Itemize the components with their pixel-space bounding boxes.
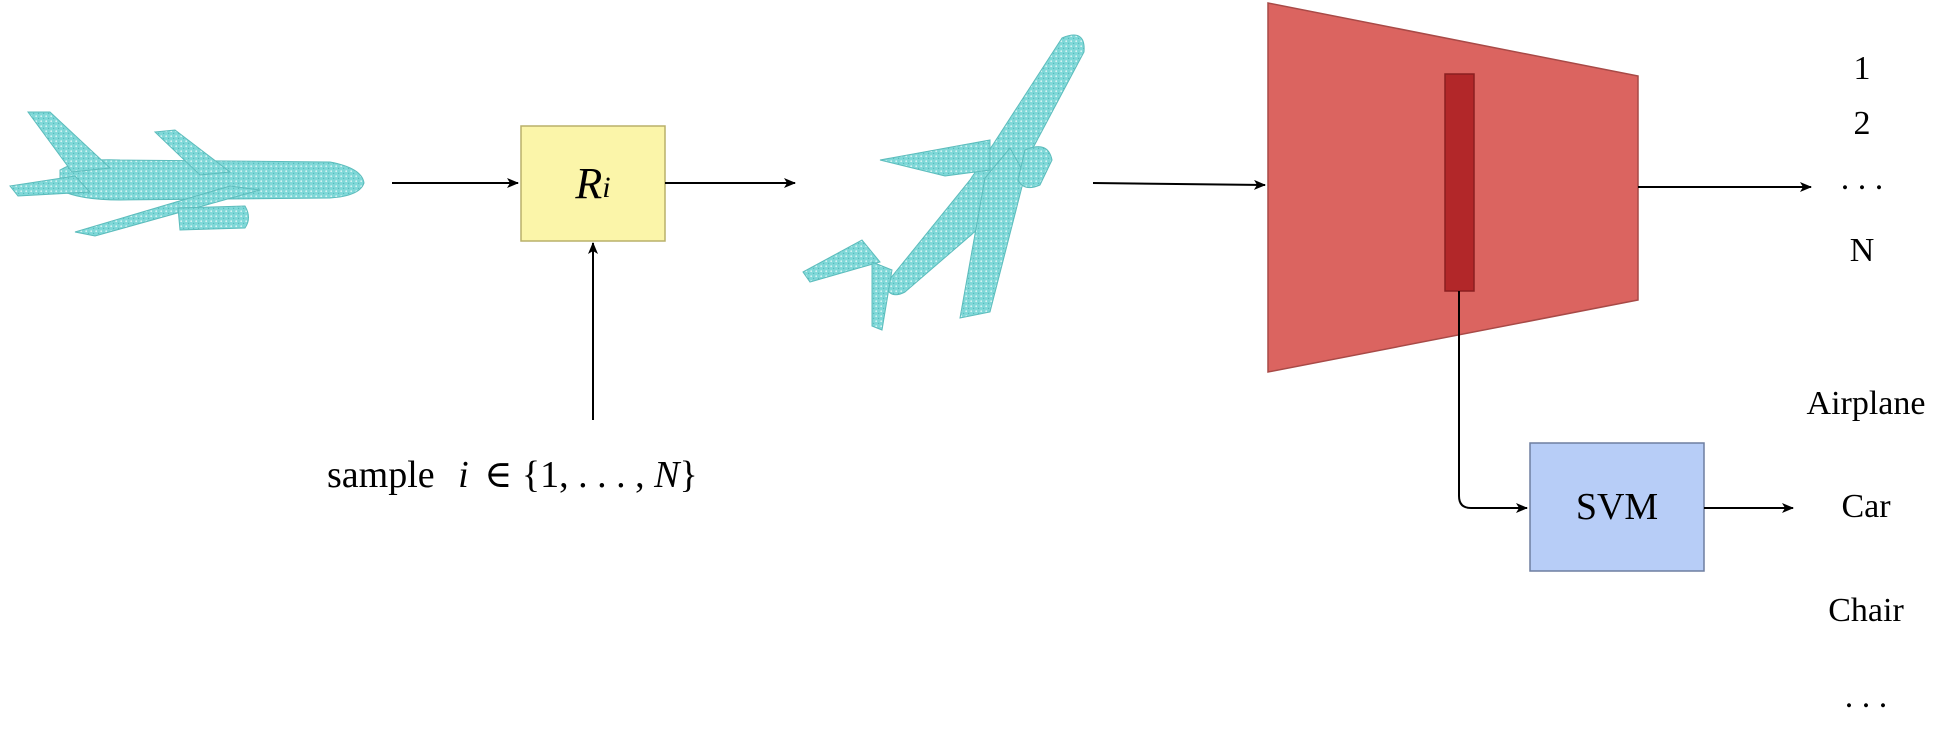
class-output-ellipsis: . . . [1844,678,1888,715]
sample-index: i [458,454,469,496]
sample-word: sample [327,454,435,496]
sample-set-var: N [654,454,680,496]
class-output-airplane: Airplane [1806,385,1926,422]
sample-set-open: ∈ {1, . . . , [484,454,645,496]
rotation-output-n: N [1849,232,1875,269]
sample-set-close: } [679,454,698,496]
feature-layer [1444,73,1475,292]
rotation-subscript: i [602,170,611,204]
sample-label: sample i ∈ {1, . . . , N} [327,456,698,494]
input-airplane-point-cloud [9,111,365,237]
rotation-box [520,125,666,242]
arrow-feature-to-svm [1458,291,1528,513]
class-output-car: Car [1841,488,1891,525]
rotated-airplane-point-cloud [802,34,1085,331]
svm-box [1529,442,1705,572]
rotation-symbol: R [575,159,603,208]
arrow-rotated-to-network [1092,179,1266,190]
svm-label: SVM [1575,486,1659,528]
rotation-output-1: 1 [1853,50,1871,87]
rotation-output-2: 2 [1853,105,1871,142]
rotation-output-ellipsis: . . . [1840,160,1884,197]
class-output-chair: Chair [1828,592,1904,629]
